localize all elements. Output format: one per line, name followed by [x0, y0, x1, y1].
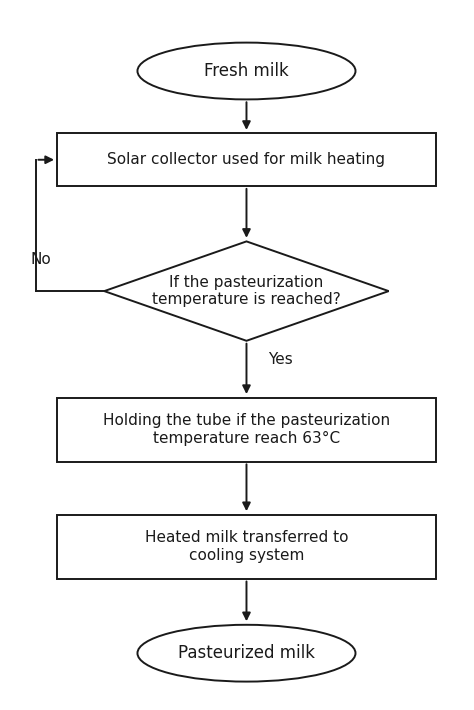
Text: Solar collector used for milk heating: Solar collector used for milk heating — [108, 152, 385, 168]
Polygon shape — [104, 241, 389, 341]
Bar — [57, 398, 436, 462]
Text: Holding the tube if the pasteurization
temperature reach 63°C: Holding the tube if the pasteurization t… — [103, 413, 390, 446]
Text: Yes: Yes — [268, 352, 292, 368]
Bar — [57, 515, 436, 579]
Text: If the pasteurization
temperature is reached?: If the pasteurization temperature is rea… — [152, 275, 341, 307]
Ellipse shape — [137, 625, 356, 682]
Bar — [57, 133, 436, 186]
Ellipse shape — [137, 43, 356, 99]
Text: Pasteurized milk: Pasteurized milk — [178, 644, 315, 662]
Text: No: No — [31, 251, 52, 267]
Text: Heated milk transferred to
cooling system: Heated milk transferred to cooling syste… — [145, 530, 348, 563]
Text: Fresh milk: Fresh milk — [204, 62, 289, 80]
